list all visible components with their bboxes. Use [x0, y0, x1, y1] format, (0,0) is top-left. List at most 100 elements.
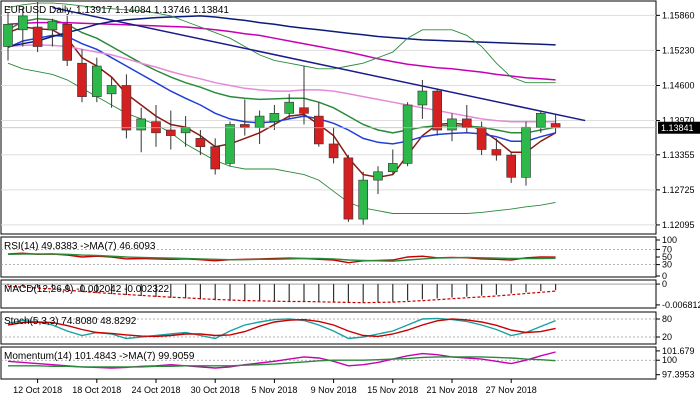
candle [62, 15, 73, 67]
candle-body [136, 118, 146, 131]
macd-signal-line [7, 285, 556, 304]
stoch-label: Stoch(5,3,3) 74.8080 48.8292 [4, 316, 137, 327]
candle [299, 66, 309, 125]
price-tick-label: 1.13355 [662, 150, 695, 160]
candle [373, 166, 383, 195]
rsi-rsi-ma [7, 253, 556, 262]
candle-body [373, 171, 383, 181]
candle [3, 13, 13, 61]
date-axis: 12 Oct 2018 18 Oct 2018 24 Oct 2018 30 Oct … [13, 379, 537, 395]
candle [195, 130, 206, 156]
price-tick-label: 1.15230 [662, 45, 695, 55]
momentum-tick-label: 100 [662, 355, 677, 365]
candle [417, 79, 428, 119]
date-tick-label: 24 Oct 2018 [131, 385, 180, 395]
rsi-tick-label: 30 [662, 260, 672, 270]
candle-body [210, 146, 220, 170]
overlay-band-lower [7, 62, 556, 214]
price-tick-label: 1.12095 [662, 220, 695, 230]
candle-body [62, 23, 73, 61]
candle [521, 121, 531, 186]
macd-content: 0 -0.006812 [1, 279, 700, 310]
candle [343, 155, 354, 222]
candle-body [491, 149, 502, 156]
price-tick-label: 1.14600 [662, 80, 695, 90]
candle [166, 110, 176, 150]
candle-body [121, 85, 132, 131]
price-tick-label: 1.12725 [662, 185, 695, 195]
overlay-ma-mid [7, 34, 556, 145]
candle [491, 138, 502, 161]
date-tick-label: 18 Oct 2018 [72, 385, 121, 395]
price-grid [1, 14, 656, 226]
candle [240, 99, 250, 136]
last-price-badge [658, 121, 700, 134]
price-y-axis: 1.15860 1.15230 1.14600 1.13970 1.13355 1.127… [1, 10, 700, 230]
candle [328, 127, 339, 164]
stoch-d [7, 318, 556, 338]
candle-body [417, 90, 428, 106]
candle [254, 110, 265, 144]
stoch-tick-label: 20 [662, 332, 672, 342]
macd-label: MACD(12,26,9) -0.002042 -0.002322 [4, 284, 170, 295]
momentum-momentum-ma [8, 356, 556, 368]
price-overlays [7, 2, 586, 214]
candle [358, 171, 369, 225]
date-tick-label: 27 Nov 2018 [486, 385, 537, 395]
candle-body [180, 126, 191, 134]
candle-body [195, 138, 206, 148]
date-tick-label: 30 Oct 2018 [191, 385, 240, 395]
candle [402, 102, 413, 167]
candle-body [521, 126, 531, 178]
candle-body [550, 123, 561, 129]
candle [180, 116, 191, 147]
candle-body [387, 163, 398, 173]
price-tick-label: 1.15860 [662, 10, 695, 20]
candle-body [106, 85, 117, 95]
candle-body [254, 115, 265, 128]
rsi-tick-label: 0 [662, 271, 667, 281]
candle [106, 77, 117, 108]
candle [32, 2, 43, 53]
rsi-tick-label: 100 [662, 235, 677, 245]
candle-body [3, 23, 13, 47]
stoch-pane: 80 20 Stoch(5,3,3) 74.8080 48.8292 [0, 311, 672, 345]
candle-body [32, 26, 43, 47]
candle [432, 88, 443, 136]
candle-body [47, 21, 58, 31]
candle [535, 110, 546, 133]
candle [447, 113, 457, 142]
candle [92, 57, 102, 103]
candle-body [328, 143, 339, 159]
overlay-ma-pink [7, 44, 556, 123]
candle-body [447, 118, 457, 131]
macd-tick-label: -0.006812 [662, 300, 700, 310]
candle [506, 152, 517, 183]
momentum-label: Momentum(14) 101.4843 ->MA(7) 99.9059 [4, 351, 195, 362]
candle [269, 104, 280, 131]
candle [284, 93, 295, 119]
candle [387, 149, 398, 175]
date-tick-label: 15 Nov 2018 [367, 385, 418, 395]
candle [461, 104, 472, 133]
rsi-tick-label: 50 [662, 252, 672, 262]
candle-body [476, 126, 487, 150]
candle-body [343, 157, 354, 220]
candle-body [461, 118, 472, 128]
candle-body [358, 179, 369, 220]
candle-body [77, 62, 87, 97]
candle [476, 121, 487, 156]
date-tick-label: 12 Oct 2018 [13, 385, 62, 395]
candle-body [506, 154, 517, 178]
stoch-tick-label: 80 [662, 314, 672, 324]
macd-pane-frame [0, 279, 657, 309]
candle-body [166, 129, 176, 136]
stoch-content: 80 20 [1, 314, 672, 342]
candle-body [284, 101, 295, 114]
rsi-label: RSI(14) 49.8383 ->MA(7) 46.6093 [4, 241, 156, 252]
candle [17, 7, 28, 47]
price-candles [3, 2, 561, 225]
